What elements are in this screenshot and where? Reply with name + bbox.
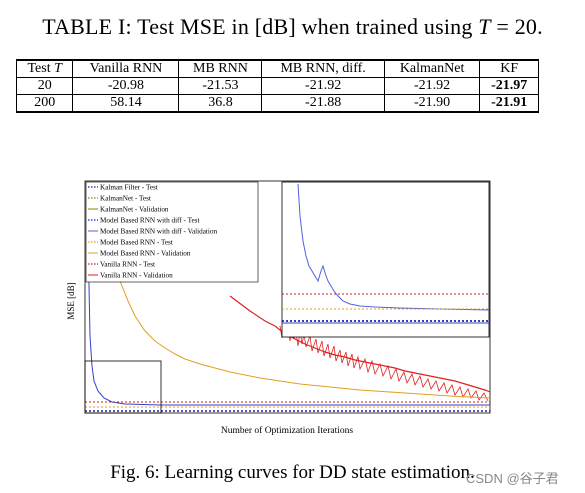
mb-rnn-validation-curve <box>117 275 491 399</box>
col-header: KalmanNet <box>383 59 481 78</box>
legend: Kalman Filter - Test KalmanNet - Test Ka… <box>85 181 259 283</box>
watermark: CSDN @谷子君 <box>466 471 559 486</box>
results-table: Test T Vanilla RNN MB RNN MB RNN, diff. … <box>15 59 539 113</box>
legend-label: Kalman Filter - Test <box>100 184 158 192</box>
legend-label: KalmanNet - Test <box>100 195 151 203</box>
zoom-region-box <box>84 360 162 414</box>
table-cell: 200 <box>15 94 74 113</box>
col-header: KF <box>479 59 539 78</box>
legend-label: Model Based RNN with diff - Validation <box>100 228 218 236</box>
legend-label: Model Based RNN - Test <box>100 239 173 247</box>
table-row: 20 -20.98 -21.53 -21.92 -21.92 -21.97 <box>15 77 539 95</box>
col-header-test-t: Test T <box>15 59 74 78</box>
table-cell: -21.88 <box>261 94 385 113</box>
table-cell: 36.8 <box>178 94 263 113</box>
table-cell: 58.14 <box>72 94 180 113</box>
learning-curves-figure: Kalman Filter - Test KalmanNet - Test Ka… <box>66 180 491 436</box>
inset-plot <box>281 181 490 338</box>
vanilla-rnn-validation-noise <box>279 323 489 402</box>
table-cell: -21.91 <box>479 94 539 113</box>
table-cell: -20.98 <box>72 77 180 95</box>
col-header: Vanilla RNN <box>72 59 180 78</box>
table-cell: -21.92 <box>383 77 481 95</box>
table-header-row: Test T Vanilla RNN MB RNN MB RNN, diff. … <box>15 59 539 78</box>
table-cell: -21.97 <box>479 77 539 95</box>
table-cell: -21.53 <box>178 77 263 95</box>
figure-caption: Fig. 6: Learning curves for DD state est… <box>110 462 475 483</box>
y-axis-label: MSE [dB] <box>66 282 76 319</box>
table-row: 200 58.14 36.8 -21.88 -21.90 -21.91 <box>15 94 539 113</box>
table-cell: 20 <box>15 77 74 95</box>
legend-label: Model Based RNN with diff - Test <box>100 217 199 225</box>
table-cell: -21.92 <box>261 77 385 95</box>
legend-label: Vanilla RNN - Validation <box>100 272 173 280</box>
table-cell: -21.90 <box>383 94 481 113</box>
legend-label: Vanilla RNN - Test <box>100 261 155 269</box>
legend-label: Model Based RNN - Validation <box>100 250 191 258</box>
legend-label: KalmanNet - Validation <box>100 206 169 214</box>
table-title: TABLE I: Test MSE in [dB] when trained u… <box>42 14 543 39</box>
x-axis-label: Number of Optimization Iterations <box>221 425 353 436</box>
col-header: MB RNN, diff. <box>261 59 385 78</box>
col-header: MB RNN <box>178 59 263 78</box>
